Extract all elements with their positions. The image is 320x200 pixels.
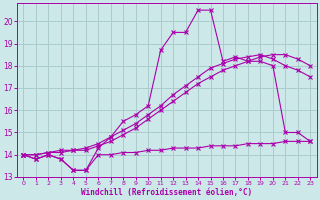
X-axis label: Windchill (Refroidissement éolien,°C): Windchill (Refroidissement éolien,°C) xyxy=(81,188,252,197)
